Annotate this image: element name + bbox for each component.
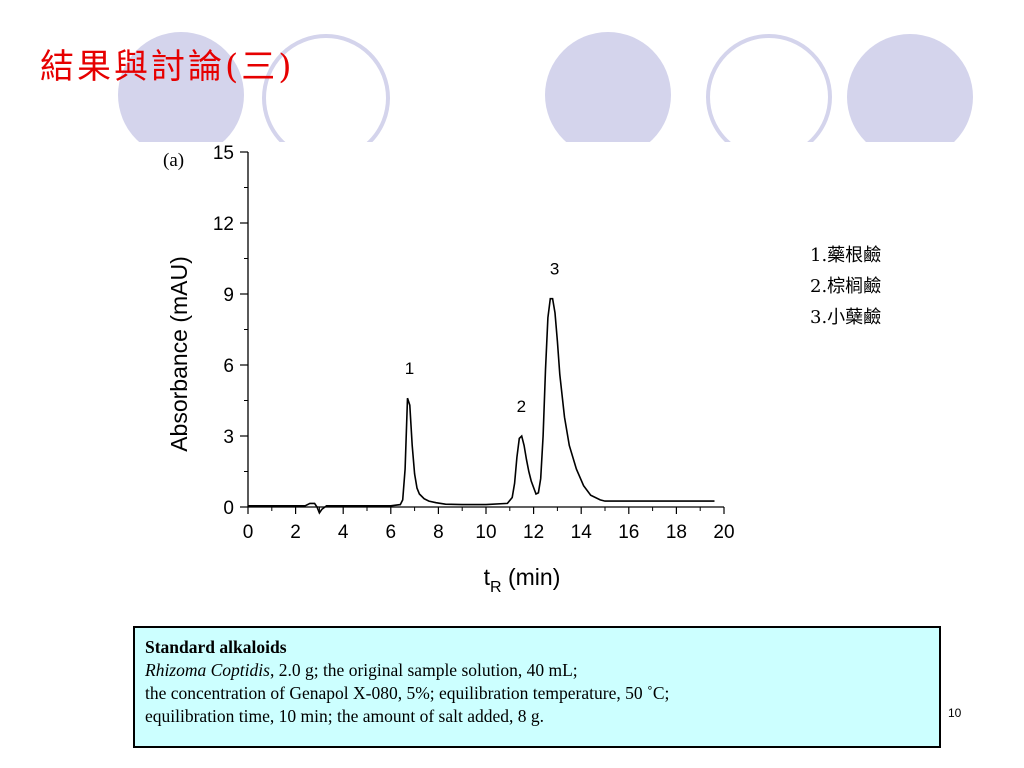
conditions-box: Standard alkaloids Rhizoma Coptidis, 2.0… [133, 626, 941, 748]
y-tick-label: 3 [223, 427, 234, 448]
x-tick-label: 12 [523, 522, 544, 543]
compound-legend: 1.藥根鹼 2.棕榈鹼 3.小蘖鹼 [810, 240, 881, 333]
x-tick-label: 18 [666, 522, 687, 543]
species-name: Rhizoma Coptidis [145, 660, 270, 680]
x-tick-label: 20 [713, 522, 734, 543]
y-tick-label: 9 [223, 285, 234, 306]
chart-background [158, 142, 940, 608]
x-axis-label-sub: R [490, 579, 502, 596]
decor-ring-1 [262, 34, 390, 162]
panel-label: (a) [163, 150, 184, 171]
x-tick-label: 0 [243, 522, 254, 543]
x-axis-label-main: t [484, 564, 491, 590]
peak-label: 1 [405, 359, 414, 378]
page-number: 10 [948, 706, 962, 720]
y-tick-label: 12 [213, 214, 234, 235]
x-axis-label-unit: (min) [502, 564, 561, 590]
peak-labels: 1 2 3 [405, 260, 560, 416]
y-tick-label: 15 [213, 143, 234, 164]
conditions-heading: Standard alkaloids [145, 637, 287, 657]
conditions-line-3: equilibration time, 10 min; the amount o… [145, 706, 545, 726]
x-tick-label: 14 [571, 522, 593, 543]
legend-item: 3.小蘖鹼 [810, 307, 882, 328]
conditions-line-2: the concentration of Genapol X-080, 5%; … [145, 683, 670, 703]
peak-label: 2 [517, 397, 526, 416]
chromatogram-trace [248, 297, 715, 515]
decor-ring-2 [706, 34, 832, 160]
x-tick-label: 2 [290, 522, 301, 543]
x-tick-label: 8 [433, 522, 444, 543]
y-tick-label: 0 [223, 498, 234, 519]
x-tick-label: 10 [475, 522, 496, 543]
y-axis-label: Absorbance (mAU) [166, 256, 192, 452]
x-tick-label: 16 [618, 522, 639, 543]
decor-circle-3 [847, 34, 973, 160]
x-tick-label: 6 [386, 522, 397, 543]
legend-item: 2.棕榈鹼 [810, 276, 882, 297]
decor-circle-2 [545, 32, 671, 158]
conditions-line-1: Rhizoma Coptidis, 2.0 g; the original sa… [145, 659, 929, 682]
slide-title: 結果與討論(三) [40, 47, 295, 87]
x-tick-label: 4 [338, 522, 349, 543]
x-axis-label: tR (min) [484, 564, 561, 596]
y-tick-label: 6 [223, 356, 234, 377]
conditions-line-1-rest: , 2.0 g; the original sample solution, 4… [269, 660, 578, 680]
peak-label: 3 [550, 260, 559, 279]
decor-circle-1 [118, 32, 244, 158]
legend-item: 1.藥根鹼 [810, 245, 882, 266]
